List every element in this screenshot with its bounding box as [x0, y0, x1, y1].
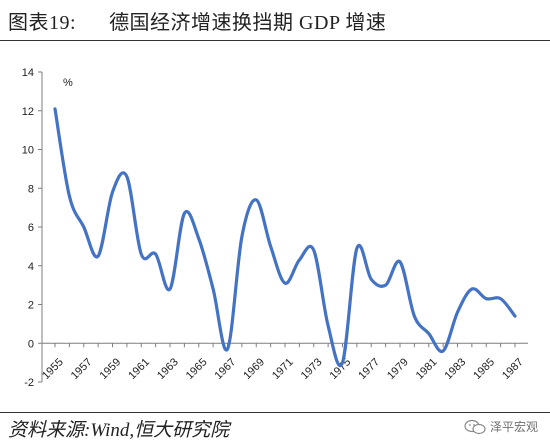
data-point	[298, 258, 301, 261]
data-point	[456, 311, 459, 314]
data-point	[312, 249, 315, 252]
data-point	[327, 324, 330, 327]
gdp-growth-line	[53, 107, 517, 367]
x-tick-label: 1971	[270, 356, 296, 382]
x-tick-label: 1983	[442, 356, 468, 382]
data-point	[514, 315, 517, 318]
y-tick-label: 2	[28, 300, 34, 312]
watermark: 泽平宏观	[464, 418, 538, 435]
data-point	[269, 245, 272, 248]
header-divider	[0, 40, 550, 41]
data-point	[125, 175, 128, 178]
chart-title: 德国经济增速换挡期 GDP 增速	[109, 12, 387, 34]
x-tick-label: 1961	[126, 356, 152, 382]
x-tick-label: 1959	[97, 356, 123, 382]
y-tick-label: 10	[22, 145, 34, 157]
x-tick-label: 1957	[69, 356, 95, 382]
y-tick-label: 4	[28, 261, 34, 273]
y-tick-label: -2	[24, 377, 34, 389]
data-point	[54, 107, 57, 110]
data-point	[499, 297, 502, 300]
x-tick-label: 1975	[327, 356, 353, 382]
y-axis: -2 0 2 4 6 8 10 12 14	[22, 67, 43, 389]
y-tick-label: 12	[22, 106, 34, 118]
data-point	[140, 253, 143, 256]
data-point	[226, 348, 229, 351]
y-unit-label: %	[63, 77, 73, 89]
source-note: 资料来源:Wind,恒大研究院	[8, 420, 230, 441]
data-point	[82, 226, 85, 229]
y-tick-label: 14	[22, 67, 34, 79]
x-tick-label: 1985	[471, 356, 497, 382]
data-point	[255, 198, 258, 201]
x-tick-label: 1987	[500, 356, 526, 382]
data-point	[154, 253, 157, 256]
data-point	[111, 191, 114, 194]
y-tick-label: 8	[28, 183, 34, 195]
data-point	[284, 282, 287, 285]
data-point	[485, 297, 488, 300]
data-point	[183, 212, 186, 215]
data-point	[413, 315, 416, 318]
data-point	[370, 278, 373, 281]
wechat-icon	[464, 419, 486, 434]
data-point	[197, 237, 200, 240]
x-tick-label: 1981	[414, 356, 440, 382]
data-point	[470, 288, 473, 291]
data-point	[212, 288, 215, 291]
x-tick-label: 1969	[241, 356, 267, 382]
x-tick-label: 1965	[184, 356, 210, 382]
data-point	[97, 255, 100, 258]
x-axis: 1955 1957 1959 1961 1963 1965 1967 1969 1971 1973…	[40, 342, 528, 382]
figure-title: 图表19: 德国经济增速换挡期 GDP 增速	[8, 6, 386, 35]
x-tick-label: 1963	[155, 356, 181, 382]
footer-divider	[0, 412, 550, 413]
figure-header: 图表19: 德国经济增速换挡期 GDP 增速	[0, 0, 550, 44]
y-tick-label: 6	[28, 222, 34, 234]
x-tick-label: 1955	[40, 356, 66, 382]
data-point	[427, 332, 430, 335]
data-point	[240, 235, 243, 238]
data-point	[169, 288, 172, 291]
data-point	[384, 284, 387, 287]
plot-area	[53, 107, 517, 367]
data-point	[341, 361, 344, 364]
data-point	[399, 260, 402, 263]
x-tick-label: 1977	[356, 356, 382, 382]
figure-label: 图表19:	[8, 12, 77, 34]
x-tick-label: 1973	[299, 356, 325, 382]
y-tick-label: 0	[28, 338, 34, 350]
x-tick-label: 1967	[212, 356, 238, 382]
data-point	[355, 247, 358, 250]
x-tick-label: 1979	[385, 356, 411, 382]
watermark-text: 泽平宏观	[489, 420, 538, 434]
data-point	[442, 350, 445, 353]
data-point	[68, 195, 71, 198]
